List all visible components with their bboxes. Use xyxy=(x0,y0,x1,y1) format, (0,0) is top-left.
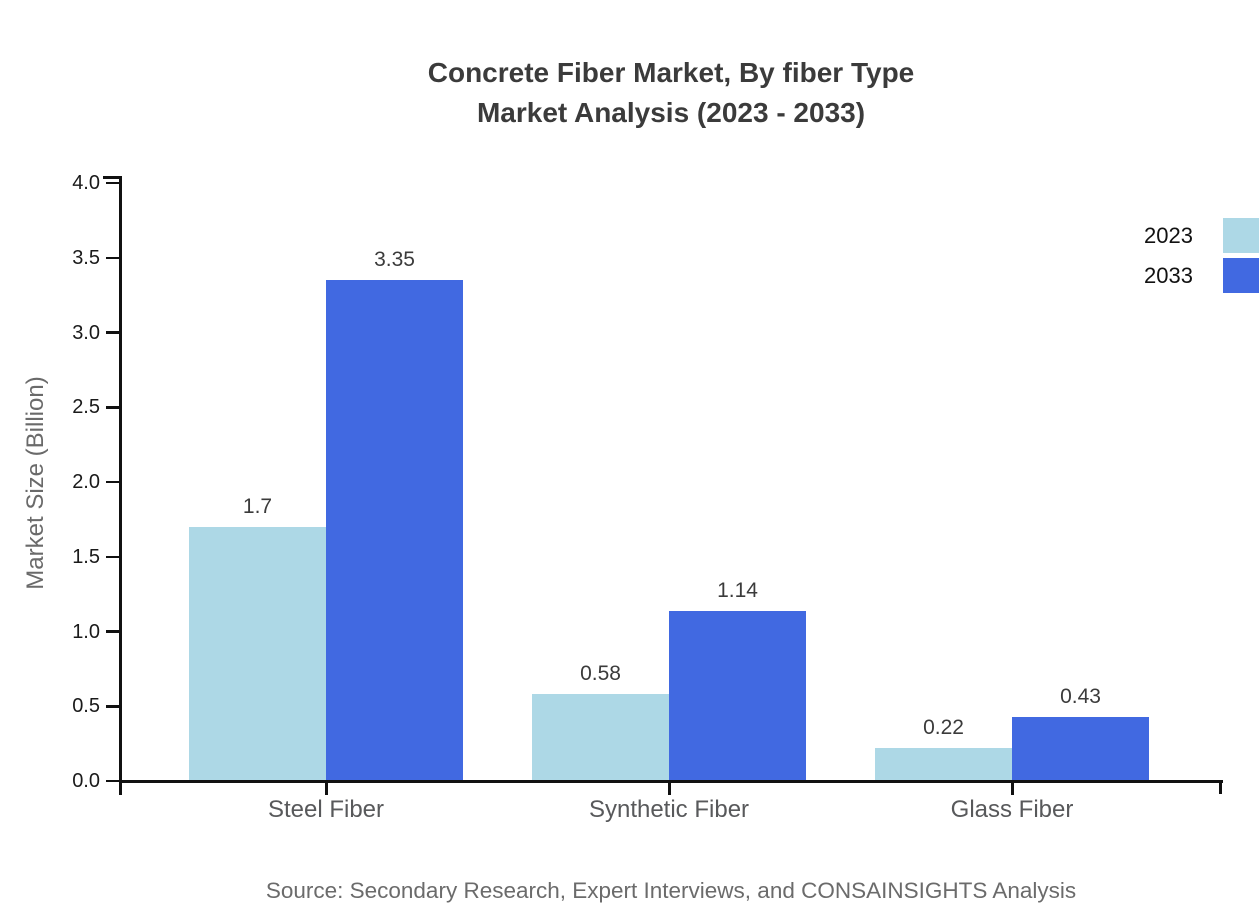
x-axis-tick xyxy=(324,780,328,795)
bar-value-label: 3.35 xyxy=(374,248,415,272)
y-axis-tick xyxy=(106,555,120,558)
bar-value-label: 0.43 xyxy=(1060,684,1101,708)
y-axis-tick-label: 0.0 xyxy=(72,770,100,792)
bar-value-label: 0.22 xyxy=(923,716,964,740)
y-axis-tick-label: 2.0 xyxy=(72,471,100,493)
y-axis-tick-label: 1.5 xyxy=(72,545,100,568)
chart-title-line1: Concrete Fiber Market, By fiber Type xyxy=(427,57,915,88)
bar-value-label: 1.14 xyxy=(717,578,758,602)
legend-label: 2023 xyxy=(1144,222,1193,248)
y-axis-tick-label: 0.5 xyxy=(72,695,100,718)
y-axis-line xyxy=(119,176,122,795)
legend-swatch xyxy=(1223,218,1259,253)
legend-item-2023: 2023 xyxy=(1144,218,1259,253)
x-axis-category-label: Steel Fiber xyxy=(267,796,385,823)
y-axis-tick-label: 2.5 xyxy=(72,396,100,419)
x-axis-tick xyxy=(667,780,671,795)
y-axis-tick xyxy=(106,630,120,633)
y-axis-tick-label: 4.0 xyxy=(72,172,100,194)
source-attribution: Source: Secondary Research, Expert Inter… xyxy=(265,878,1077,903)
legend-label: 2033 xyxy=(1144,262,1193,288)
bar-2033-steel-fiber xyxy=(326,280,463,781)
x-axis-line xyxy=(119,780,1223,783)
y-axis-tick-label: 3.5 xyxy=(72,246,100,269)
bar-2023-steel-fiber xyxy=(189,526,326,781)
y-axis-tick xyxy=(106,181,120,185)
bar-value-label: 0.58 xyxy=(580,662,621,686)
y-axis-tick xyxy=(106,406,120,409)
x-axis-category-label: Synthetic Fiber xyxy=(588,796,750,823)
bar-value-label: 1.7 xyxy=(242,494,273,518)
y-axis-end-tick xyxy=(103,176,120,179)
bar-2033-synthetic-fiber xyxy=(669,610,806,781)
chart-title: Concrete Fiber Market, By fiber Type Mar… xyxy=(428,53,915,133)
legend: 2023 2033 xyxy=(1144,218,1259,298)
x-axis-category-label: Glass Fiber xyxy=(950,796,1074,823)
x-axis-tick xyxy=(1010,780,1014,795)
bar-2023-synthetic-fiber xyxy=(532,694,669,781)
y-axis-tick xyxy=(106,256,120,259)
y-axis-tick-label: 1.0 xyxy=(72,620,100,643)
legend-swatch xyxy=(1223,258,1259,293)
y-axis-tick xyxy=(106,480,120,484)
legend-item-2033: 2033 xyxy=(1144,258,1259,293)
x-axis-end-cap xyxy=(1219,780,1222,794)
y-axis-tick xyxy=(106,705,120,708)
chart-title-line2: Market Analysis (2023 - 2033) xyxy=(476,97,866,128)
y-axis-tick xyxy=(106,779,120,783)
bar-2023-glass-fiber xyxy=(875,748,1012,781)
bar-2033-glass-fiber xyxy=(1012,716,1149,781)
y-axis-tick xyxy=(106,331,120,334)
y-axis-tick-label: 3.0 xyxy=(72,321,100,344)
